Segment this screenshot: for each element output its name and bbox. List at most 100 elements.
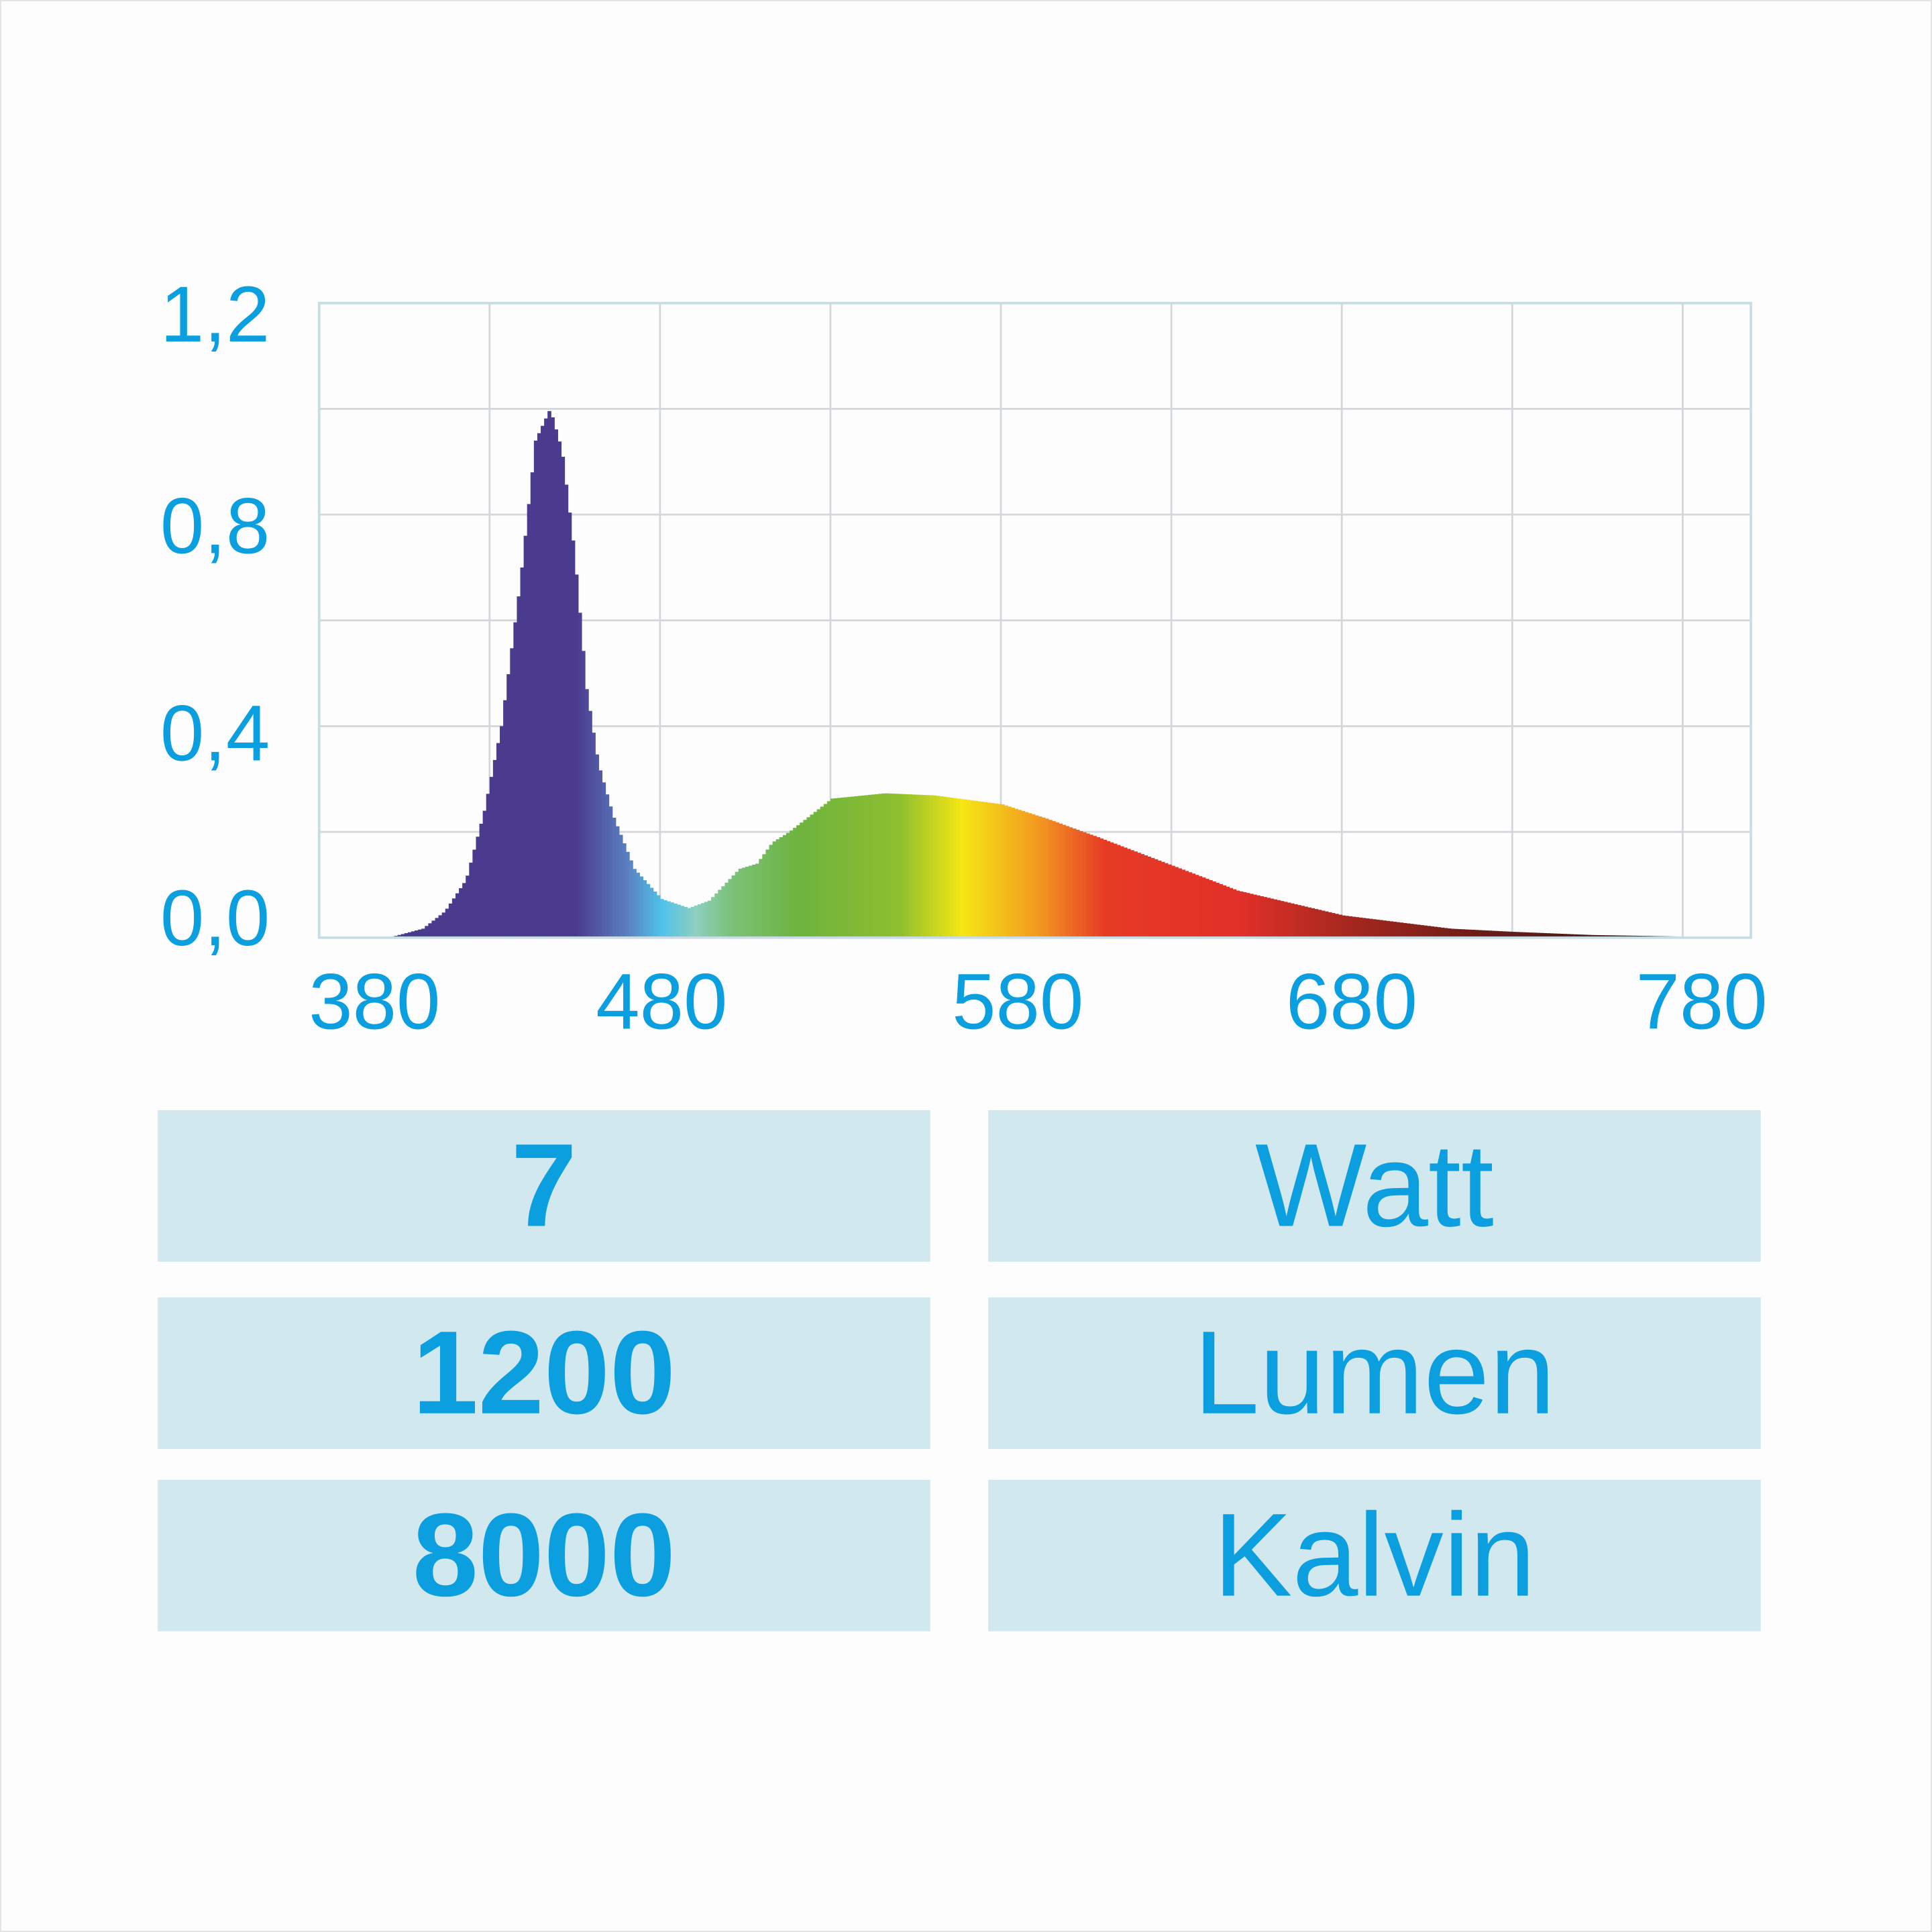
spectrum-bar [653, 891, 657, 938]
spectrum-bar [1301, 906, 1305, 938]
spectrum-bar [451, 898, 456, 938]
spectrum-bar [496, 743, 500, 938]
y-tick-label: 0,4 [160, 688, 270, 777]
spectrum-bar [1481, 930, 1486, 938]
spectrum-bar [404, 933, 409, 938]
spectrum-bar [759, 859, 763, 938]
spectrum-bar [1232, 889, 1237, 938]
spectrum-bar [400, 934, 405, 938]
spectrum-bar [830, 798, 835, 938]
spectrum-bar [915, 794, 920, 938]
spectrum-bar [1024, 812, 1029, 938]
spectrum-bar [1505, 931, 1509, 938]
spectrum-bar [656, 895, 661, 938]
spectrum-bar [1420, 925, 1424, 938]
spectrum-bar [1502, 931, 1506, 938]
spectrum-bar [1038, 816, 1042, 938]
x-tick-label: 780 [1635, 957, 1768, 1046]
spectrum-bar [875, 794, 879, 938]
spectrum-bar [1195, 875, 1199, 938]
spectrum-bar [1471, 930, 1475, 938]
spectrum-bar [595, 754, 599, 938]
spectrum-bar [1454, 928, 1458, 938]
spectrum-bar [837, 798, 841, 938]
spectrum-bar [970, 800, 974, 938]
spectrum-bar [1219, 883, 1223, 938]
spectrum-bar [462, 883, 466, 938]
spectrum-bar [1311, 908, 1316, 938]
spectrum-bar [533, 440, 538, 938]
spectrum-bar [1539, 932, 1544, 938]
spectrum-bar [1175, 867, 1179, 938]
spectrum-bar [1536, 932, 1540, 938]
spectrum-bar [1004, 805, 1008, 938]
spectrum-bar [983, 802, 988, 938]
spectrum-bar [626, 851, 630, 938]
spectrum-bar [1246, 893, 1250, 938]
spectrum-bar [816, 809, 821, 938]
spectrum-bar [1127, 849, 1131, 938]
spectrum-bar [980, 802, 985, 938]
spectrum-bar [943, 796, 947, 938]
spectrum-bar [1424, 925, 1428, 938]
spectrum-bar [1110, 842, 1114, 938]
x-tick-label: 680 [1285, 957, 1417, 1046]
spectrum-bar [602, 782, 606, 938]
spectrum-bar [908, 794, 913, 938]
spectrum-bar [881, 793, 885, 938]
spectrum-bar [1519, 932, 1523, 938]
spectrum-bar [1314, 909, 1319, 938]
spectrum-bar [1335, 914, 1339, 938]
spectrum-bar [1573, 934, 1578, 938]
spectrum-bar [1498, 931, 1503, 938]
spectrum-bar [977, 801, 981, 938]
spectrum-bar [1427, 926, 1431, 938]
spectrum-bar [936, 796, 941, 938]
spectrum-bar [1597, 934, 1601, 938]
spectrum-bar [834, 798, 838, 938]
spectrum-bar [530, 472, 535, 938]
spectrum-bar [425, 926, 429, 938]
spectrum-bar [1362, 918, 1366, 938]
spectrum-bar [1212, 881, 1216, 938]
spectrum-bar [1570, 934, 1574, 938]
spectrum-bar [1543, 932, 1547, 938]
spectrum-bar [1065, 826, 1070, 938]
spectrum-bar [721, 886, 725, 938]
spectrum-bar [1099, 838, 1104, 938]
spectrum-bar [793, 828, 797, 938]
spectrum-bar [1137, 853, 1141, 938]
spectrum-bar [571, 540, 576, 938]
spectrum-bar [537, 433, 541, 938]
spectrum-bar [659, 899, 664, 938]
spectrum-bar [1008, 806, 1012, 938]
spectrum-bar [1560, 933, 1564, 938]
spectrum-bar [1226, 886, 1230, 938]
spectrum-bar [779, 837, 784, 938]
spectrum-bar [680, 906, 684, 938]
x-tick-label: 380 [309, 957, 441, 1046]
spectrum-bar [803, 820, 807, 938]
spectrum-bar [581, 651, 586, 938]
spectrum-bar [1031, 814, 1036, 938]
spectrum-bar [1198, 876, 1203, 938]
spectrum-bar [459, 888, 463, 938]
spectrum-bar [1164, 863, 1169, 938]
spectrum-bar [1236, 890, 1240, 938]
spectrum-bar [1290, 903, 1295, 938]
spectrum-bar [1072, 828, 1077, 938]
spectrum-bar [1461, 929, 1465, 938]
spectrum-bar [1318, 910, 1322, 938]
spectrum-bar [841, 797, 845, 938]
spectrum-bar [775, 839, 780, 938]
spectrum-bar [1576, 934, 1581, 938]
spectrum-bar [885, 793, 889, 938]
spectrum-bar [1566, 934, 1571, 938]
spectrum-bar [1328, 912, 1332, 938]
lumen-value: 1200 [158, 1297, 930, 1449]
spectrum-bar [1270, 898, 1275, 938]
spectrum-bar [714, 893, 718, 938]
spectrum-bar [557, 441, 562, 938]
spectrum-bar [1372, 919, 1377, 938]
spectrum-bar [492, 759, 497, 938]
